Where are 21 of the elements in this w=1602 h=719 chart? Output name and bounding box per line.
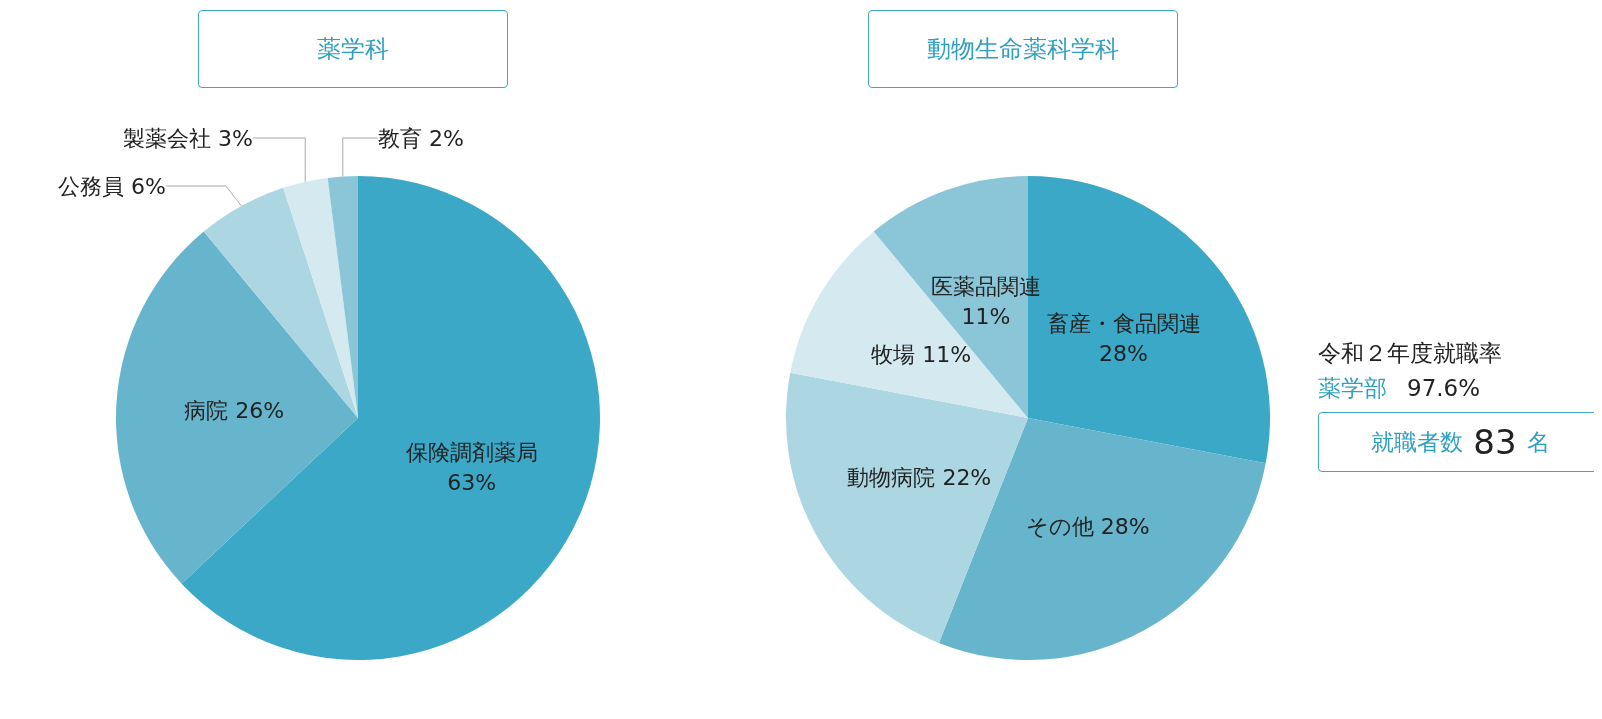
- slice-label: 教育 2%: [378, 125, 464, 151]
- chart-title: 動物生命薬科学科: [868, 10, 1178, 88]
- text: 名: [1526, 427, 1550, 457]
- text: 薬学部: [1318, 375, 1387, 401]
- text: 令和２年度就職率: [1318, 339, 1503, 368]
- slice-label: 牧場 11%: [871, 342, 972, 368]
- slice-label: 畜産・食品関連: [1046, 311, 1201, 337]
- data-label: 11%: [961, 303, 1011, 329]
- slice-label: 製薬会社 3%: [123, 125, 253, 151]
- text: 83: [1473, 422, 1517, 462]
- data-label: 28%: [1099, 341, 1148, 367]
- slice-label: 公務員 6%: [58, 173, 166, 199]
- slice-label: 医薬品関連: [931, 273, 1041, 299]
- slice-label: 動物病院 22%: [847, 465, 992, 491]
- text: 97.6%: [1407, 375, 1481, 401]
- slice-label: 病院 26%: [184, 397, 285, 423]
- data-label: 63%: [447, 469, 497, 495]
- chart-title: 薬学科: [198, 10, 508, 88]
- slice-label: 保険調剤薬局: [405, 439, 538, 465]
- slice-label: その他 28%: [1025, 514, 1150, 540]
- text: 就職者数: [1371, 427, 1464, 457]
